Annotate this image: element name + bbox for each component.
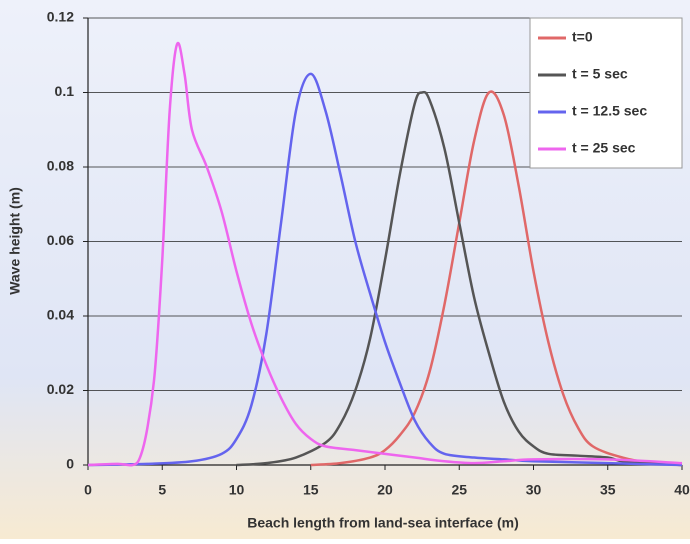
x-tick-label: 15 [303,482,319,498]
x-tick-label: 25 [451,482,467,498]
y-tick-label: 0.06 [47,232,74,248]
series-line [87,41,683,467]
series-line [310,90,683,467]
x-tick-label: 10 [229,482,245,498]
series-line [87,72,683,467]
x-tick-label: 40 [674,482,690,498]
y-tick-label: 0.12 [47,9,74,25]
series-line [236,90,683,467]
x-tick-label: 20 [377,482,393,498]
x-tick-label: 5 [158,482,166,498]
x-tick-label: 30 [526,482,542,498]
y-tick-label: 0 [66,456,74,472]
y-tick-label: 0.08 [47,158,74,174]
legend-box [529,17,683,169]
y-tick-label: 0.1 [55,83,75,99]
y-tick-label: 0.02 [47,381,74,397]
x-axis-label: Beach length from land-sea interface (m) [247,515,519,531]
y-axis-label: Wave height (m) [7,187,23,295]
x-tick-label: 0 [84,482,92,498]
x-tick-label: 35 [600,482,616,498]
legend-label: t = 25 sec [572,140,636,156]
legend-label: t = 12.5 sec [572,103,647,119]
legend-label: t = 5 sec [572,66,628,82]
legend-label: t=0 [572,29,593,45]
y-tick-label: 0.04 [47,307,74,323]
